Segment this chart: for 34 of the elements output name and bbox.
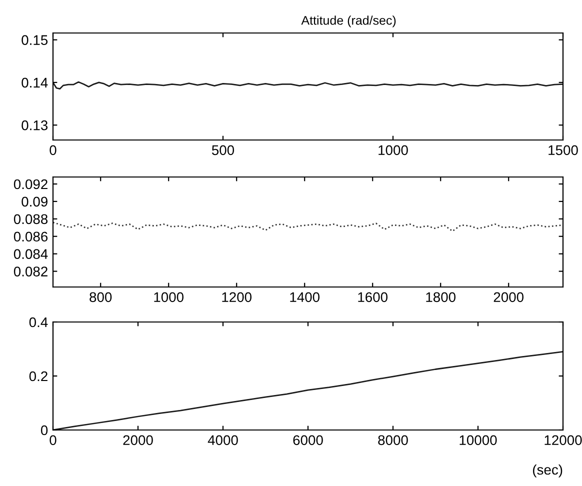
- x-tick-label: 6000: [293, 435, 323, 446]
- x-tick-label: 1800: [426, 292, 456, 302]
- x-tick-label: 500: [212, 145, 234, 156]
- chart-title: Attitude (rad/sec): [301, 16, 396, 28]
- x-tick-label: 2000: [494, 292, 524, 302]
- x-tick-label: 1500: [548, 145, 578, 156]
- x-tick-label: 1400: [290, 292, 320, 302]
- x-tick-label: 10000: [460, 435, 497, 446]
- x-tick-label: 800: [90, 292, 112, 302]
- y-tick-label: 0.092: [14, 179, 48, 190]
- y-tick-label: 0.4: [29, 317, 48, 328]
- line-series: [53, 222, 563, 232]
- y-tick-label: 0.09: [22, 196, 48, 207]
- x-tick-label: 1600: [358, 292, 388, 302]
- x-tick-label: 4000: [208, 435, 238, 446]
- x-tick-label: 1000: [378, 145, 408, 156]
- x-axis-title: (sec): [533, 464, 562, 478]
- x-tick-label: 1000: [154, 292, 184, 302]
- y-tick-label: 0.088: [14, 214, 48, 224]
- x-tick-label: 1200: [222, 292, 252, 302]
- y-tick-label: 0.2: [29, 371, 48, 382]
- x-tick-label: 12000: [544, 435, 582, 446]
- x-tick-label: 8000: [378, 435, 408, 446]
- y-tick-label: 0.13: [22, 120, 48, 130]
- y-tick-label: 0.15: [22, 35, 48, 45]
- y-tick-label: 0.086: [14, 232, 48, 242]
- y-tick-label: 0: [40, 425, 48, 436]
- y-tick-label: 0.084: [14, 249, 48, 259]
- x-tick-label: 2000: [123, 435, 153, 446]
- line-series: [53, 81, 563, 90]
- y-tick-label: 0.082: [14, 266, 48, 276]
- x-tick-label: 0: [50, 145, 56, 156]
- y-tick-label: 0.14: [22, 78, 48, 88]
- x-tick-label: 0: [50, 435, 56, 446]
